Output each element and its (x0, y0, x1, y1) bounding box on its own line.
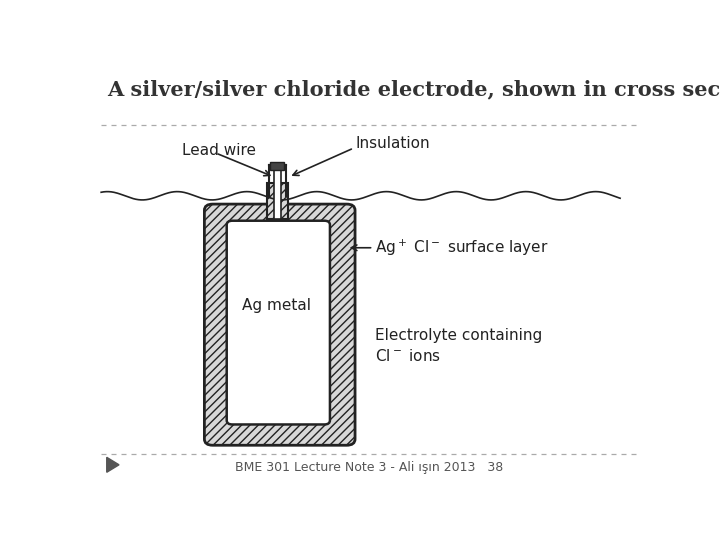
Text: Insulation: Insulation (355, 136, 430, 151)
FancyBboxPatch shape (204, 204, 355, 446)
Text: Cl$^-$ ions: Cl$^-$ ions (374, 348, 441, 364)
Polygon shape (107, 457, 119, 472)
Text: Ag$^+$ Cl$^-$ surface layer: Ag$^+$ Cl$^-$ surface layer (374, 238, 548, 258)
FancyBboxPatch shape (227, 221, 330, 424)
Text: Ag metal: Ag metal (243, 299, 312, 313)
Bar (274, 165, 281, 219)
Text: A silver/silver chloride electrode, shown in cross section: A silver/silver chloride electrode, show… (107, 79, 720, 99)
Text: BME 301 Lecture Note 3 - Ali ışın 2013   38: BME 301 Lecture Note 3 - Ali ışın 2013 3… (235, 461, 503, 474)
Bar (267, 183, 288, 219)
Text: Lead wire: Lead wire (182, 143, 256, 158)
Bar (270, 162, 284, 170)
Text: Electrolyte containing: Electrolyte containing (374, 328, 542, 342)
